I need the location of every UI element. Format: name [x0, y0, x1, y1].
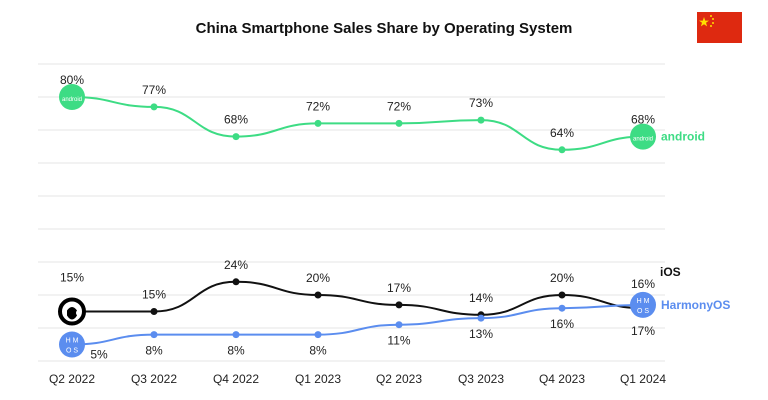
china-flag-icon — [697, 12, 742, 43]
data-label: 5% — [90, 348, 108, 362]
legend-harmonyos: HarmonyOS — [661, 298, 730, 312]
data-point — [232, 133, 240, 141]
data-label: 15% — [142, 288, 166, 302]
data-point — [314, 331, 322, 339]
android-logo-icon — [59, 84, 85, 110]
x-tick-label: Q4 2022 — [213, 372, 259, 386]
data-label: 8% — [227, 344, 245, 358]
series-line-HarmonyOS — [71, 303, 644, 346]
series-line-iOS — [71, 280, 644, 316]
harmonyos-logo-icon — [630, 291, 656, 318]
harmonyos-logo-text: O S — [66, 348, 78, 355]
data-point — [395, 301, 403, 309]
series-line-android — [71, 96, 644, 151]
data-label: 64% — [550, 126, 574, 140]
data-label: 20% — [306, 271, 330, 285]
data-point — [558, 291, 566, 299]
x-tick-label: Q4 2023 — [539, 372, 585, 386]
harmonyos-logo-text: O S — [637, 308, 649, 315]
legend-ios: iOS — [660, 265, 681, 279]
data-point — [477, 314, 485, 322]
x-tick-label: Q1 2023 — [295, 372, 341, 386]
apple-glyph-icon — [67, 307, 77, 320]
data-label: 73% — [469, 96, 493, 110]
harmonyos-logo-text: H M — [66, 338, 79, 345]
legend-android: android — [661, 130, 705, 144]
chart-title: China Smartphone Sales Share by Operatin… — [195, 20, 573, 37]
data-point — [314, 291, 322, 299]
data-label: 11% — [387, 334, 410, 348]
harmonyos-logo-text: H M — [637, 298, 650, 305]
data-label: 17% — [631, 324, 655, 338]
data-label: 20% — [550, 271, 574, 285]
data-label: 77% — [142, 83, 166, 97]
android-logo-icon — [630, 123, 656, 150]
data-point — [558, 146, 566, 154]
data-point — [150, 308, 158, 315]
android-logo-text: android — [62, 97, 82, 103]
data-point — [232, 278, 240, 286]
data-label: 16% — [550, 317, 574, 331]
x-tick-label: Q2 2022 — [49, 372, 95, 386]
data-label: 68% — [224, 113, 248, 127]
data-label: 24% — [224, 258, 248, 272]
data-point — [395, 321, 403, 329]
x-tick-label: Q3 2023 — [458, 372, 504, 386]
data-label: 17% — [387, 281, 411, 295]
data-point — [150, 103, 158, 111]
data-point — [395, 119, 403, 127]
data-label: 80% — [60, 73, 84, 87]
data-label: 68% — [631, 113, 655, 127]
data-label: 72% — [306, 99, 330, 113]
data-point — [314, 119, 322, 127]
data-label: 15% — [60, 271, 84, 285]
data-label: 16% — [631, 277, 655, 291]
data-label: 13% — [469, 327, 493, 341]
data-point — [150, 331, 158, 339]
x-tick-label: Q1 2024 — [620, 372, 666, 386]
data-point — [477, 116, 485, 124]
harmonyos-logo-icon — [59, 331, 85, 358]
data-label: 72% — [387, 99, 411, 113]
data-label: 8% — [309, 344, 327, 358]
x-tick-label: Q2 2023 — [376, 372, 422, 386]
data-point — [558, 304, 566, 312]
data-label: 8% — [145, 344, 163, 358]
android-logo-text: android — [633, 137, 653, 143]
data-point — [232, 331, 240, 339]
x-tick-label: Q3 2022 — [131, 372, 177, 386]
data-label: 14% — [469, 291, 493, 305]
